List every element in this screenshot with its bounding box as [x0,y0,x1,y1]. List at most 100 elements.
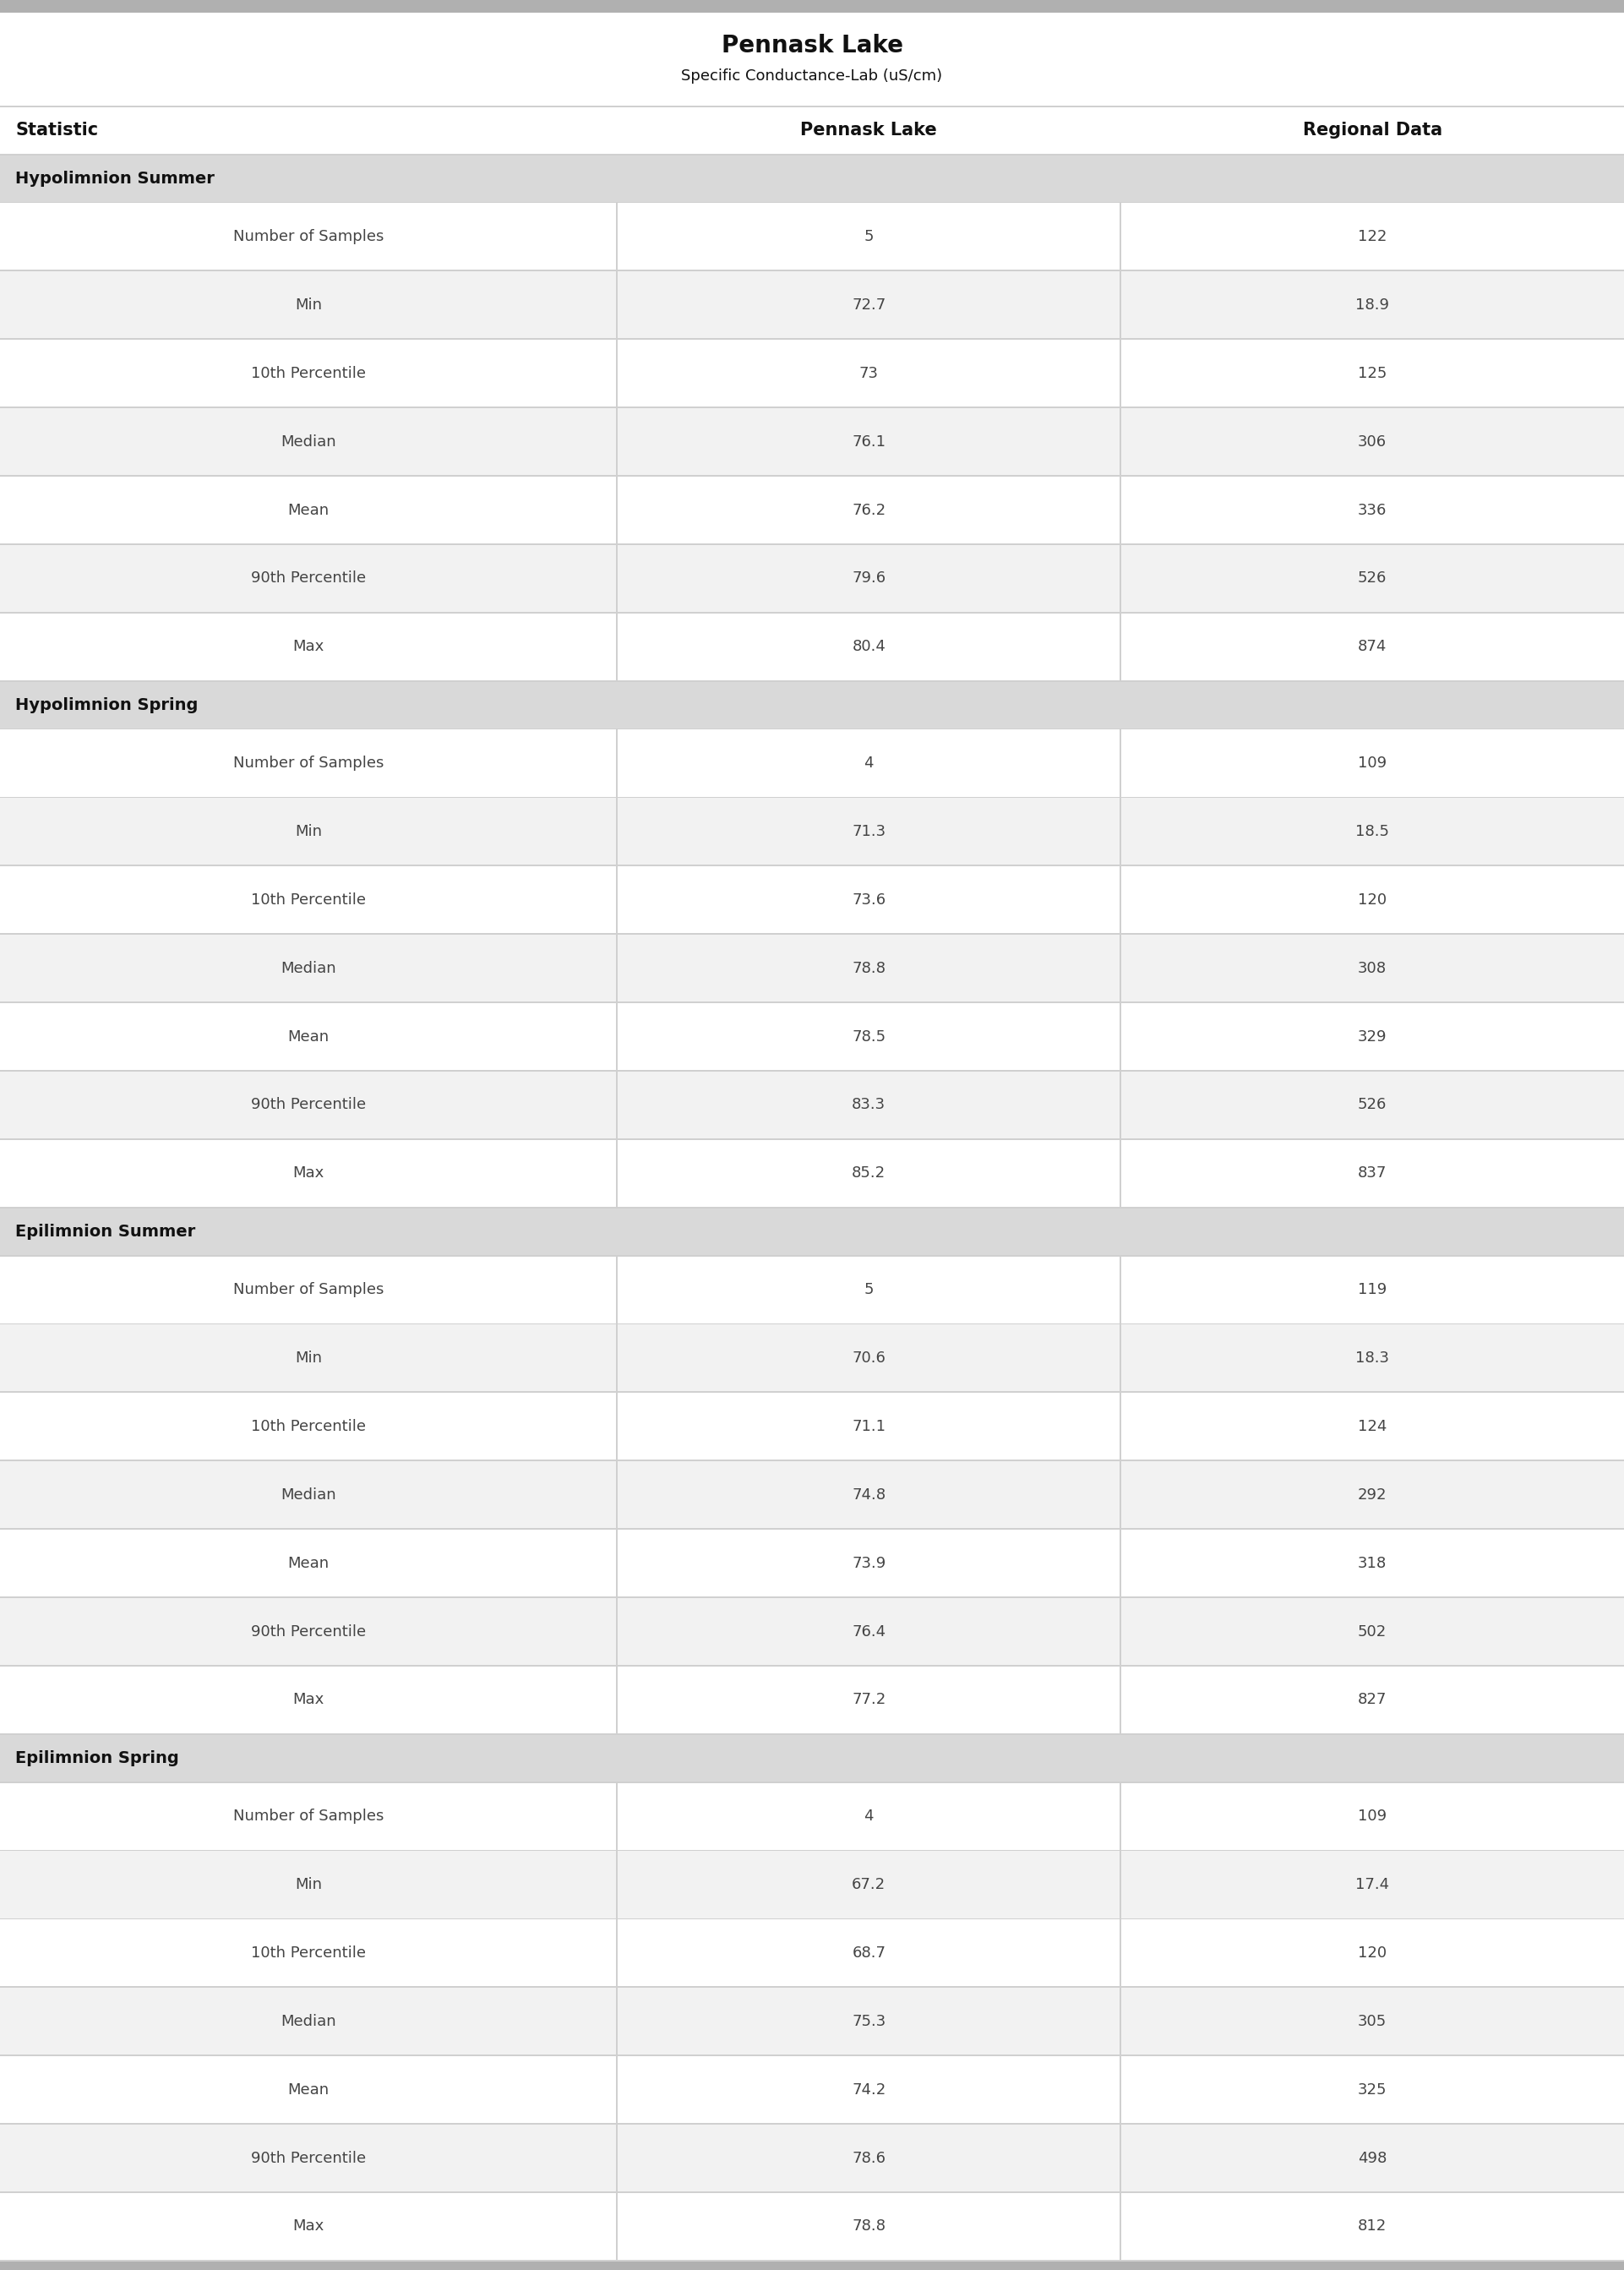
Text: Median: Median [281,2013,336,2029]
Text: 109: 109 [1358,756,1387,772]
Bar [0,1140,1624,1208]
Text: 10th Percentile: 10th Percentile [252,892,365,908]
Bar [0,1734,1624,1782]
Text: 874: 874 [1358,640,1387,654]
Bar [0,154,1624,202]
Text: 498: 498 [1358,2150,1387,2166]
Bar [0,1208,1624,1255]
Text: 10th Percentile: 10th Percentile [252,1419,365,1435]
Bar [0,1462,1624,1528]
Bar [0,1920,1624,1986]
Text: 73.9: 73.9 [853,1555,885,1571]
Text: Number of Samples: Number of Samples [234,756,383,772]
Bar [0,2057,1624,2122]
Bar [0,204,1624,270]
Text: 119: 119 [1358,1283,1387,1296]
Text: Min: Min [296,1877,322,1893]
Bar [0,1782,1624,1850]
Text: Max: Max [292,1167,325,1180]
Text: Number of Samples: Number of Samples [234,1283,383,1296]
Bar [0,1326,1624,1392]
Bar [0,613,1624,681]
Text: 18.9: 18.9 [1356,297,1389,313]
Text: 77.2: 77.2 [853,1691,885,1707]
Bar [0,1989,1624,2054]
Text: 76.2: 76.2 [853,502,885,518]
Text: 292: 292 [1358,1487,1387,1503]
Text: 5: 5 [864,229,874,245]
Text: 83.3: 83.3 [853,1096,885,1112]
Text: 10th Percentile: 10th Percentile [252,365,365,381]
Text: 526: 526 [1358,1096,1387,1112]
Bar [0,14,1624,107]
Bar [0,867,1624,933]
Text: 85.2: 85.2 [853,1167,885,1180]
Text: 18.5: 18.5 [1356,824,1389,840]
Text: 336: 336 [1358,502,1387,518]
Text: 306: 306 [1358,434,1387,449]
Text: 17.4: 17.4 [1356,1877,1389,1893]
Bar [0,1852,1624,1918]
Bar [0,0,1624,14]
Text: 71.3: 71.3 [853,824,885,840]
Text: Epilimnion Spring: Epilimnion Spring [15,1750,179,1766]
Bar [0,1394,1624,1460]
Text: Median: Median [281,960,336,976]
Text: 90th Percentile: 90th Percentile [252,1096,365,1112]
Text: Min: Min [296,824,322,840]
Text: 78.5: 78.5 [853,1028,885,1044]
Text: 122: 122 [1358,229,1387,245]
Text: 90th Percentile: 90th Percentile [252,2150,365,2166]
Text: Hypolimnion Summer: Hypolimnion Summer [15,170,214,186]
Bar [0,545,1624,613]
Text: Median: Median [281,1487,336,1503]
Text: 308: 308 [1358,960,1387,976]
Text: 80.4: 80.4 [853,640,885,654]
Text: 78.8: 78.8 [853,2218,885,2234]
Text: Number of Samples: Number of Samples [234,1809,383,1823]
Text: Regional Data: Regional Data [1302,123,1442,138]
Text: Mean: Mean [287,1028,330,1044]
Text: Number of Samples: Number of Samples [234,229,383,245]
Text: 305: 305 [1358,2013,1387,2029]
Text: Hypolimnion Spring: Hypolimnion Spring [15,697,198,713]
Text: 125: 125 [1358,365,1387,381]
Text: 837: 837 [1358,1167,1387,1180]
Text: Median: Median [281,434,336,449]
Bar [0,1530,1624,1596]
Text: 109: 109 [1358,1809,1387,1823]
Bar [0,799,1624,865]
Bar [0,340,1624,406]
Bar [0,1598,1624,1664]
Bar [0,477,1624,543]
Text: Mean: Mean [287,1555,330,1571]
Text: Max: Max [292,2218,325,2234]
Text: 76.4: 76.4 [853,1623,885,1639]
Bar [0,1255,1624,1323]
Text: Epilimnion Summer: Epilimnion Summer [15,1224,195,1239]
Text: 67.2: 67.2 [853,1877,885,1893]
Text: Max: Max [292,640,325,654]
Text: 90th Percentile: 90th Percentile [252,1623,365,1639]
Bar [0,1666,1624,1734]
Text: 827: 827 [1358,1691,1387,1707]
Text: 329: 329 [1358,1028,1387,1044]
Text: Mean: Mean [287,2082,330,2097]
Text: 120: 120 [1358,1945,1387,1961]
Text: Pennask Lake: Pennask Lake [721,34,903,57]
Text: 18.3: 18.3 [1356,1351,1389,1367]
Text: 502: 502 [1358,1623,1387,1639]
Bar [0,272,1624,338]
Bar [0,409,1624,474]
Text: 74.8: 74.8 [853,1487,885,1503]
Bar [0,107,1624,154]
Text: 74.2: 74.2 [853,2082,885,2097]
Text: 71.1: 71.1 [853,1419,885,1435]
Bar [0,681,1624,729]
Text: Pennask Lake: Pennask Lake [801,123,937,138]
Text: 70.6: 70.6 [853,1351,885,1367]
Text: Specific Conductance-Lab (uS/cm): Specific Conductance-Lab (uS/cm) [682,68,942,84]
Text: 4: 4 [864,1809,874,1823]
Text: 76.1: 76.1 [853,434,885,449]
Text: Min: Min [296,1351,322,1367]
